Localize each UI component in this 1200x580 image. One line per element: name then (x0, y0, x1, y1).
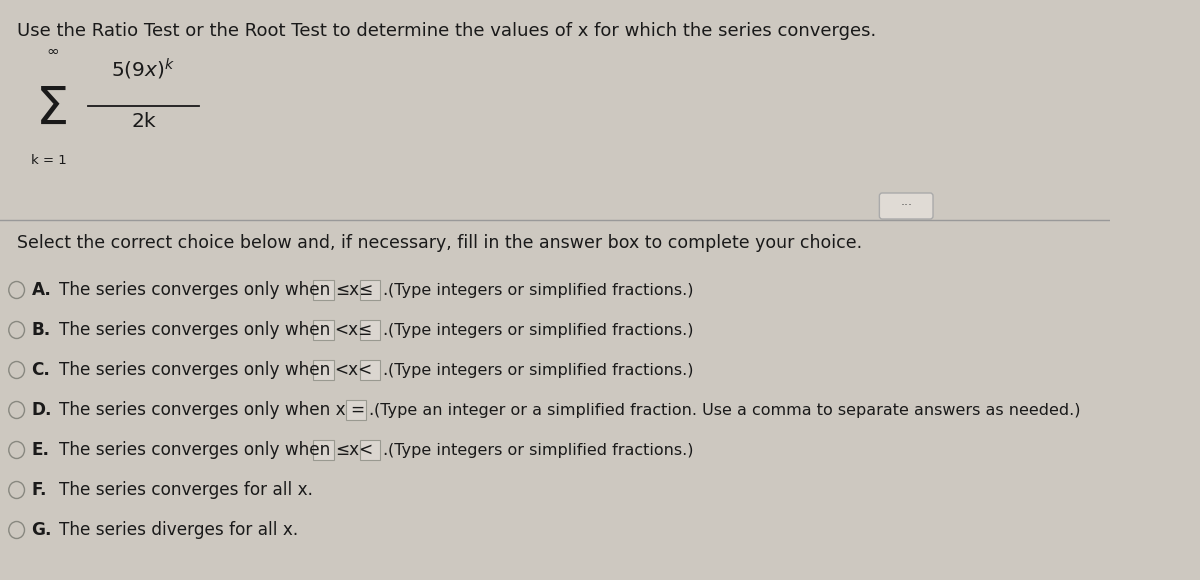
Text: Use the Ratio Test or the Root Test to determine the values of x for which the s: Use the Ratio Test or the Root Test to d… (17, 22, 876, 40)
Text: The series converges only when x =: The series converges only when x = (59, 401, 365, 419)
Text: ≤x<: ≤x< (335, 441, 373, 459)
Circle shape (8, 401, 24, 419)
Text: The series converges only when: The series converges only when (59, 441, 330, 459)
Circle shape (8, 361, 24, 379)
Text: <x<: <x< (335, 361, 373, 379)
FancyBboxPatch shape (313, 440, 334, 460)
Text: E.: E. (31, 441, 49, 459)
Text: .: . (368, 401, 373, 419)
Text: (Type integers or simplified fractions.): (Type integers or simplified fractions.) (389, 322, 694, 338)
Text: The series converges only when: The series converges only when (59, 321, 330, 339)
Text: .: . (382, 441, 388, 459)
Text: Select the correct choice below and, if necessary, fill in the answer box to com: Select the correct choice below and, if … (17, 234, 862, 252)
Circle shape (8, 481, 24, 498)
FancyBboxPatch shape (313, 280, 334, 300)
Text: The series converges only when: The series converges only when (59, 281, 330, 299)
Text: C.: C. (31, 361, 50, 379)
Circle shape (8, 281, 24, 299)
Text: F.: F. (31, 481, 47, 499)
Text: .: . (382, 321, 388, 339)
FancyBboxPatch shape (313, 320, 334, 340)
FancyBboxPatch shape (360, 280, 380, 300)
Text: D.: D. (31, 401, 52, 419)
FancyBboxPatch shape (346, 400, 366, 420)
Text: <x≤: <x≤ (335, 321, 373, 339)
Text: The series converges for all x.: The series converges for all x. (59, 481, 313, 499)
Text: G.: G. (31, 521, 52, 539)
Text: A.: A. (31, 281, 52, 299)
Text: $\infty$: $\infty$ (47, 43, 59, 58)
FancyBboxPatch shape (360, 360, 380, 380)
Text: (Type integers or simplified fractions.): (Type integers or simplified fractions.) (389, 362, 694, 378)
FancyBboxPatch shape (360, 440, 380, 460)
Text: $\Sigma$: $\Sigma$ (35, 84, 67, 136)
Text: ≤x≤: ≤x≤ (335, 281, 373, 299)
Circle shape (8, 321, 24, 339)
Text: B.: B. (31, 321, 50, 339)
Text: The series diverges for all x.: The series diverges for all x. (59, 521, 299, 539)
Text: .: . (382, 361, 388, 379)
Text: $5(9x)^k$: $5(9x)^k$ (112, 57, 175, 82)
FancyBboxPatch shape (880, 193, 934, 219)
Circle shape (8, 441, 24, 459)
Text: ···: ··· (900, 200, 912, 212)
Text: The series converges only when: The series converges only when (59, 361, 330, 379)
FancyBboxPatch shape (360, 320, 380, 340)
FancyBboxPatch shape (313, 360, 334, 380)
Text: k = 1: k = 1 (31, 154, 67, 167)
Text: (Type integers or simplified fractions.): (Type integers or simplified fractions.) (389, 282, 694, 298)
Text: 2k: 2k (131, 112, 156, 131)
Text: (Type integers or simplified fractions.): (Type integers or simplified fractions.) (389, 443, 694, 458)
Circle shape (8, 521, 24, 538)
Text: (Type an integer or a simplified fraction. Use a comma to separate answers as ne: (Type an integer or a simplified fractio… (374, 403, 1081, 418)
Text: .: . (382, 281, 388, 299)
